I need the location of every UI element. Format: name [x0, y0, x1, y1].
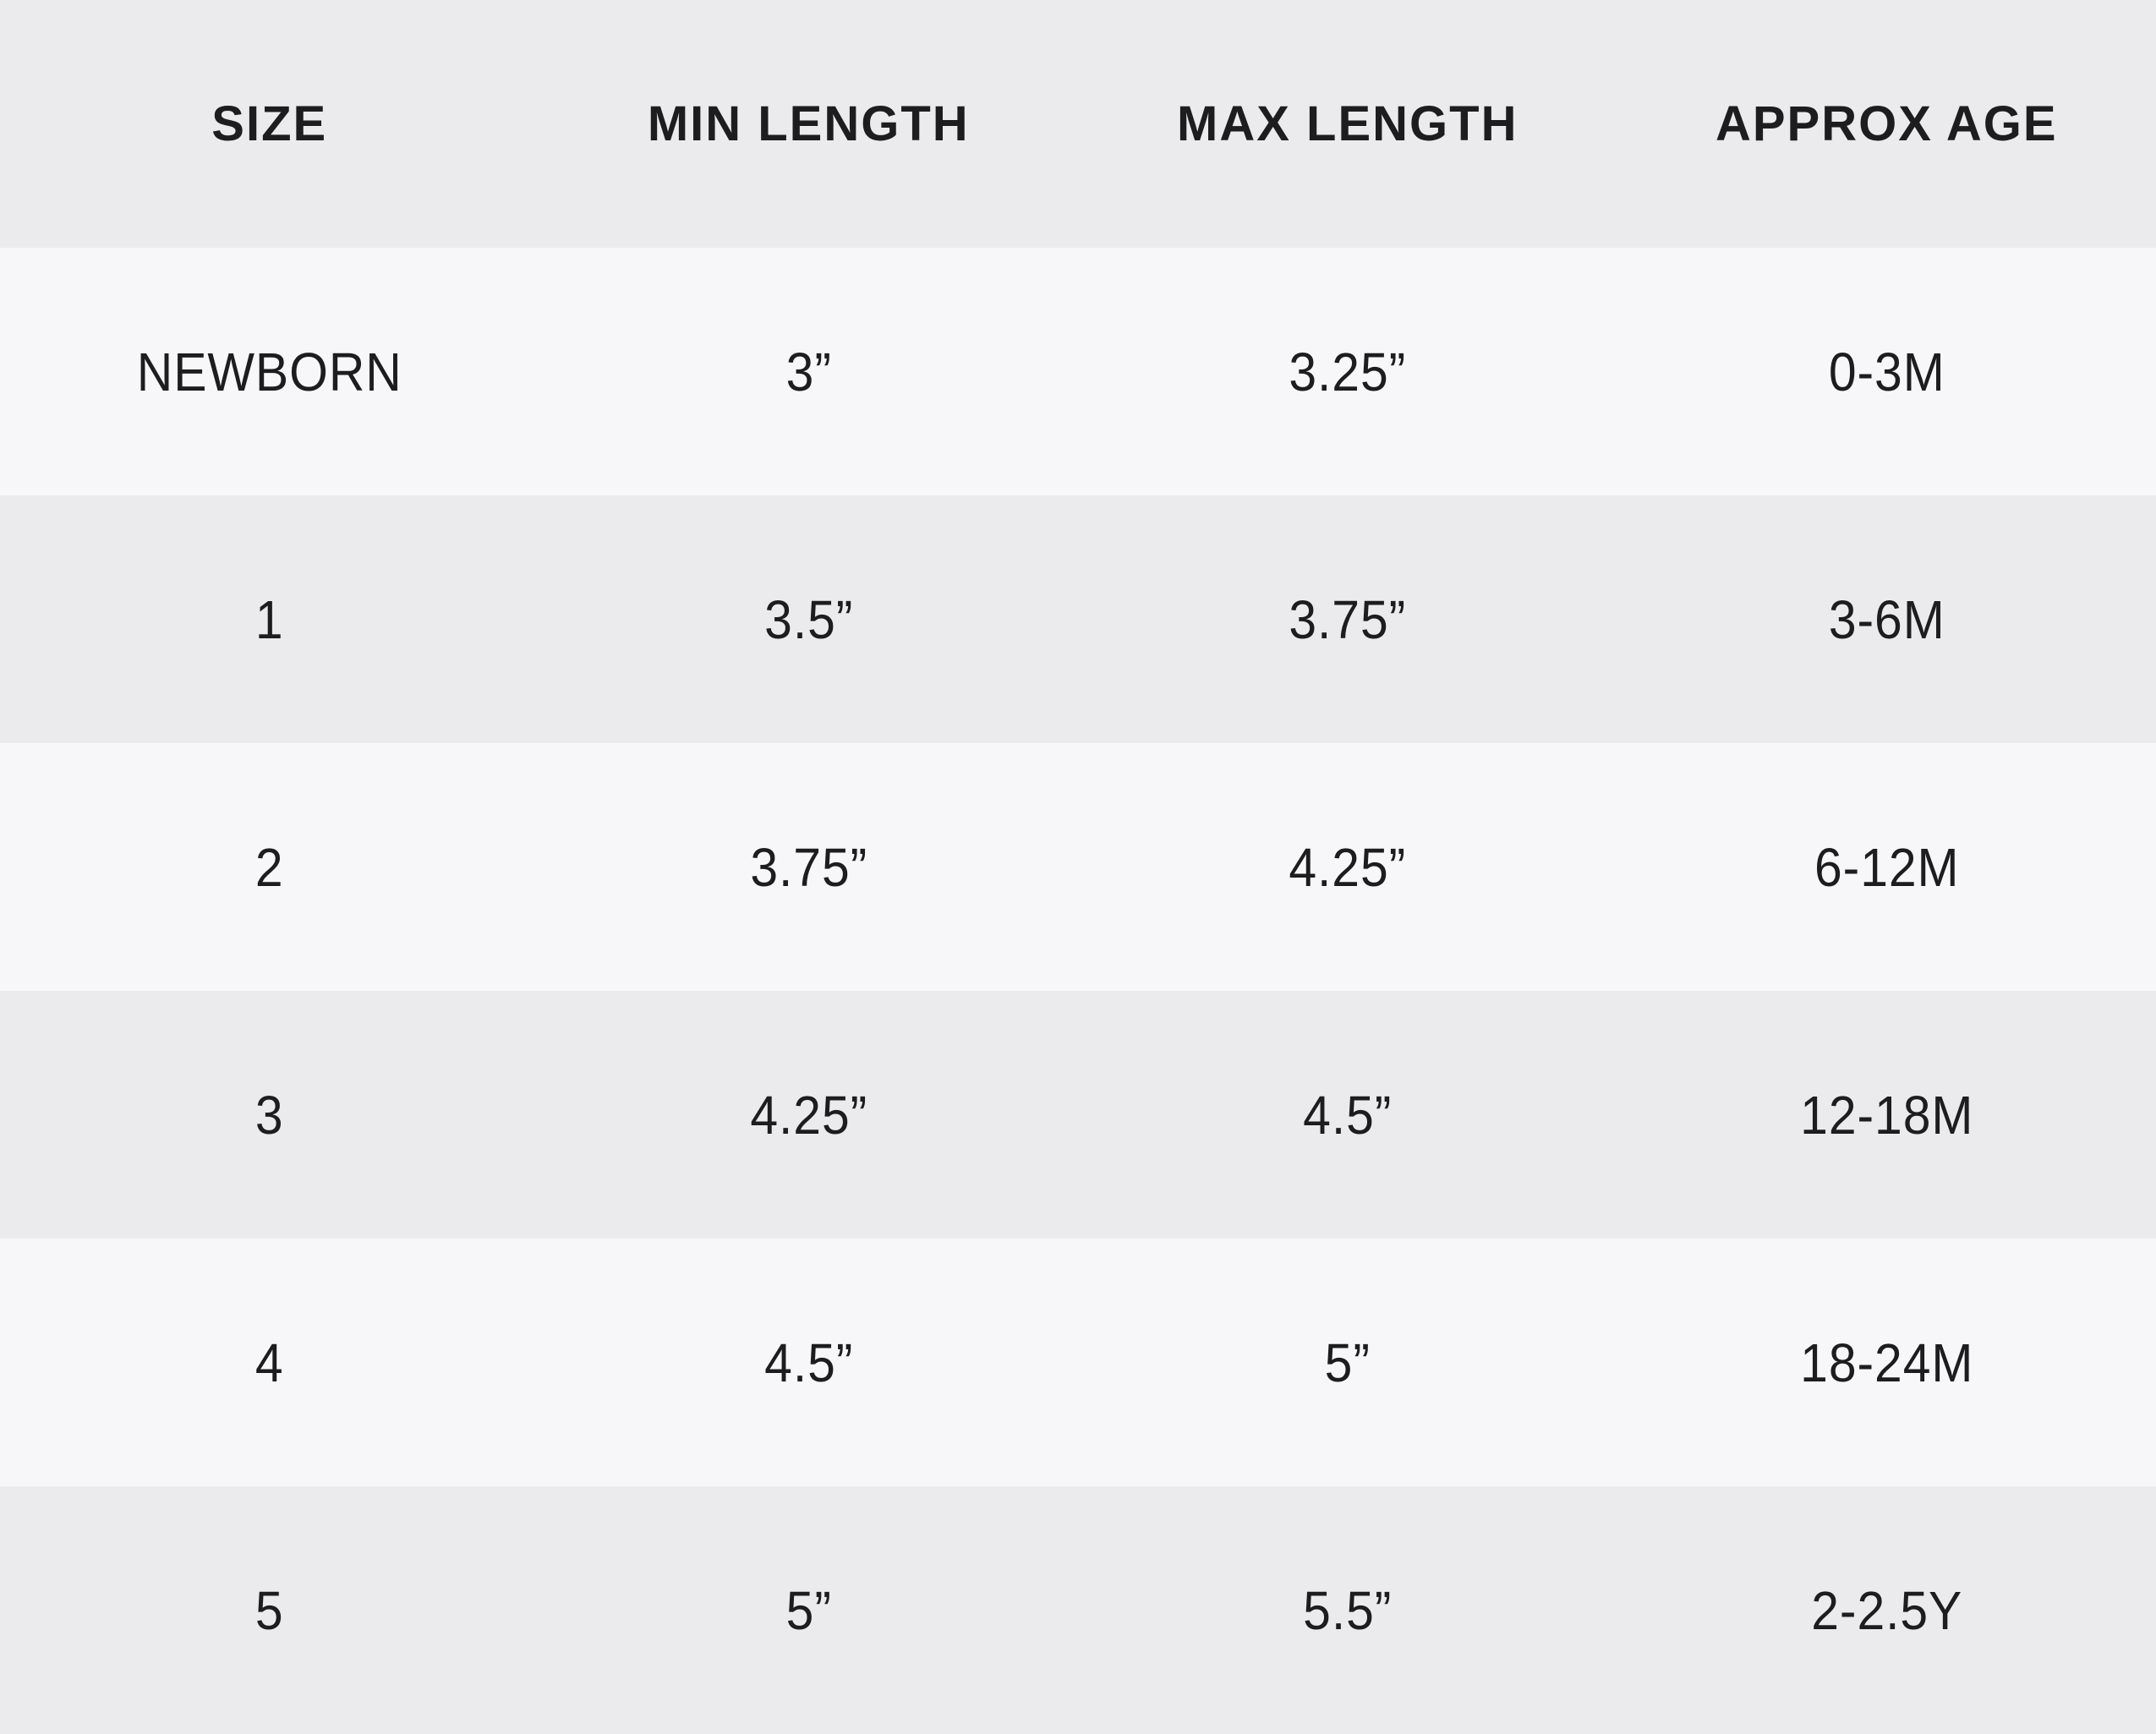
cell-size: NEWBORN: [136, 341, 402, 402]
cell-max-length: 3.75”: [1289, 588, 1407, 650]
cell-approx-age: 0-3M: [1828, 341, 1945, 402]
table-row-newborn: NEWBORN 3” 3.25” 0-3M: [0, 248, 2156, 495]
cell-approx-age: 12-18M: [1799, 1084, 1973, 1146]
cell-approx-age: 6-12M: [1814, 836, 1959, 898]
cell-size: 2: [254, 836, 284, 898]
cell-min-length: 3.5”: [763, 588, 853, 650]
header-cell-approx-age: APPROX AGE: [1715, 96, 2058, 151]
table-row-3: 3 4.25” 4.5” 12-18M: [0, 991, 2156, 1239]
cell-size: 4: [254, 1332, 284, 1393]
table-row-1: 1 3.5” 3.75” 3-6M: [0, 495, 2156, 743]
cell-min-length: 3”: [785, 341, 832, 402]
header-cell-size: SIZE: [211, 96, 328, 151]
table-row-5: 5 5” 5.5” 2-2.5Y: [0, 1486, 2156, 1734]
header-cell-max-length: MAX LENGTH: [1177, 96, 1519, 151]
table-row-4: 4 4.5” 5” 18-24M: [0, 1239, 2156, 1486]
header-cell-min-length: MIN LENGTH: [647, 96, 970, 151]
cell-size: 1: [254, 588, 284, 650]
cell-min-length: 4.25”: [749, 1084, 867, 1146]
cell-min-length: 5”: [785, 1579, 832, 1641]
header-row: SIZE MIN LENGTH MAX LENGTH APPROX AGE: [0, 0, 2156, 248]
cell-min-length: 4.5”: [763, 1332, 853, 1393]
cell-size: 5: [254, 1579, 284, 1641]
cell-max-length: 3.25”: [1289, 341, 1407, 402]
cell-max-length: 5.5”: [1303, 1579, 1393, 1641]
cell-approx-age: 18-24M: [1799, 1332, 1973, 1393]
cell-min-length: 3.75”: [749, 836, 867, 898]
cell-max-length: 4.5”: [1303, 1084, 1393, 1146]
cell-size: 3: [254, 1084, 284, 1146]
cell-approx-age: 3-6M: [1828, 588, 1945, 650]
cell-max-length: 5”: [1324, 1332, 1371, 1393]
table-row-2: 2 3.75” 4.25” 6-12M: [0, 743, 2156, 991]
cell-approx-age: 2-2.5Y: [1810, 1579, 1962, 1641]
cell-max-length: 4.25”: [1289, 836, 1407, 898]
